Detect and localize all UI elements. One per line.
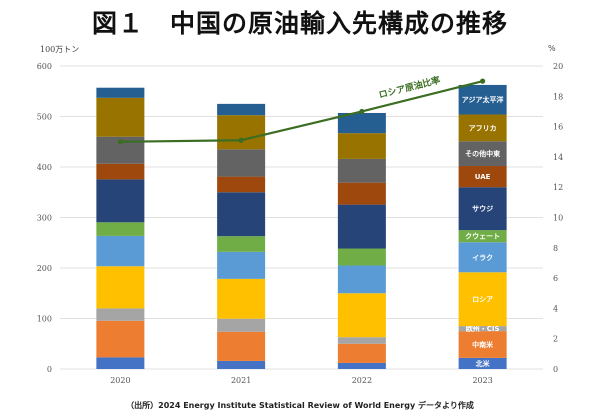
y-tick-label: 400	[37, 163, 52, 172]
bar-segment	[217, 251, 266, 279]
line-point	[238, 137, 244, 143]
y2-tick-label: 0	[553, 365, 558, 374]
bar-stack-2023: 北米 中南米 欧州・CIS ロシア イラク クウェート サウジ UAE その他中東 アフリカ アジア…	[458, 84, 507, 369]
bar-segment	[217, 192, 266, 237]
bar-segment	[96, 97, 145, 137]
segment-label: 欧州・CIS	[466, 324, 500, 333]
y-tick-label: 200	[37, 264, 52, 273]
bar-segment	[217, 318, 266, 332]
segment-label: アフリカ	[469, 124, 497, 132]
segment-label: その他中東	[465, 149, 501, 158]
segment-label: クウェート	[465, 232, 500, 241]
y2-tick-label: 10	[553, 214, 563, 223]
segment-label: サウジ	[472, 204, 493, 213]
bar-segment	[337, 362, 386, 369]
line-point	[480, 78, 486, 84]
segment-label: イラク	[472, 253, 493, 262]
right-axis-unit: %	[548, 44, 556, 53]
bar-segment	[217, 149, 266, 177]
bar-segment	[217, 103, 266, 116]
y2-tick-label: 4	[553, 304, 558, 313]
bar-segment	[337, 158, 386, 183]
segment-label: ロシア	[472, 296, 493, 304]
bar-segment	[458, 230, 507, 243]
bar-segment	[337, 343, 386, 363]
y2-tick-label: 2	[553, 335, 558, 344]
x-tick-label: 2023	[472, 376, 492, 385]
bar-segment	[458, 272, 507, 327]
bar-segment	[458, 242, 507, 273]
y2-tick-label: 18	[553, 92, 563, 101]
bar-segment	[458, 114, 507, 142]
bar-segment	[96, 179, 145, 223]
right-axis-ticks: 0 2 4 6 8 10 12 14 16 18 20	[553, 62, 563, 374]
x-axis-ticks: 2020 2021 2022 2023	[110, 376, 493, 385]
y-tick-label: 600	[37, 62, 52, 71]
bar-stack-2020	[96, 87, 145, 369]
bar-segment	[217, 176, 266, 193]
left-axis-unit: 100万トン	[40, 45, 80, 54]
bar-segment	[337, 337, 386, 344]
bar-segment	[458, 357, 507, 369]
bar-segment	[217, 236, 266, 252]
bar-segment	[96, 320, 145, 358]
segment-label: 北米	[476, 359, 491, 368]
segment-label: 中南米	[472, 340, 494, 349]
line-point	[359, 108, 365, 115]
left-axis-ticks: 0 100 200 300 400 500 600	[37, 62, 52, 374]
bars: 北米 中南米 欧州・CIS ロシア イラク クウェート サウジ UAE その他中東 アフリカ アジア…	[96, 84, 507, 369]
bar-segment	[337, 293, 386, 338]
bar-segment	[96, 235, 145, 267]
x-tick-label: 2021	[231, 376, 251, 385]
line-series-label: ロシア原油比率	[377, 74, 441, 101]
line-path	[120, 80, 483, 143]
bar-segment	[458, 84, 507, 115]
y2-tick-label: 6	[553, 274, 558, 283]
russia-share-line: ロシア原油比率	[117, 74, 486, 145]
y-tick-label: 0	[47, 365, 52, 374]
bar-segment	[96, 222, 145, 236]
bar-segment	[217, 360, 266, 369]
y2-tick-label: 20	[553, 62, 563, 71]
bar-segment	[96, 357, 145, 369]
segment-label: UAE	[475, 173, 491, 181]
y-tick-label: 500	[37, 113, 52, 122]
bar-segment	[217, 115, 266, 150]
bar-segment	[458, 326, 507, 332]
y2-tick-label: 14	[553, 153, 563, 162]
bar-segment	[337, 133, 386, 159]
chart-title: 図１ 中国の原油輸入先構成の推移	[91, 9, 508, 38]
bar-segment	[458, 165, 507, 188]
x-tick-label: 2020	[110, 376, 130, 385]
bar-segment	[337, 182, 386, 205]
x-tick-label: 2022	[352, 376, 372, 385]
bar-segment	[458, 331, 507, 358]
y2-tick-label: 16	[553, 123, 563, 132]
line-point	[117, 139, 123, 145]
bar-segment	[217, 331, 266, 361]
y-tick-label: 100	[37, 315, 52, 324]
segment-label: アジア太平洋	[462, 95, 504, 104]
bar-segment	[96, 266, 145, 309]
bar-segment	[458, 141, 507, 166]
y2-tick-label: 8	[553, 244, 558, 253]
y-tick-label: 300	[37, 214, 52, 223]
bar-segment	[458, 187, 507, 231]
bar-stack-2022	[337, 112, 386, 369]
bar-stack-2021	[217, 103, 266, 369]
bar-segment	[217, 278, 266, 319]
bar-segment	[96, 308, 145, 321]
bar-segment	[96, 163, 145, 180]
bar-segment	[96, 87, 145, 98]
y2-tick-label: 12	[553, 183, 563, 192]
bar-segment	[337, 204, 386, 249]
source-note: （出所）2024 Energy Institute Statistical Re…	[126, 401, 474, 410]
bar-segment	[337, 265, 386, 294]
bar-segment	[337, 112, 386, 134]
bar-segment	[337, 248, 386, 266]
